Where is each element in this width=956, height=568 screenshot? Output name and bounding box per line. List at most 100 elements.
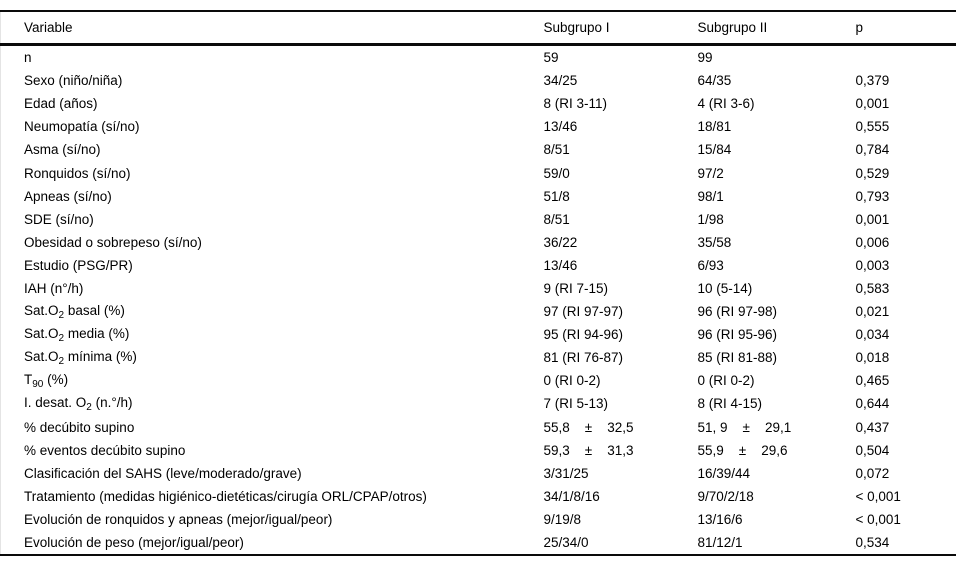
subscript: 90 (32, 378, 44, 390)
subscript: 2 (58, 309, 65, 321)
variable-cell: IAH (n°/h) (24, 280, 84, 296)
p-cell: 0,504 (855, 442, 890, 458)
table-body: n 59 99 Sexo (niño/niña) 34/25 64/35 0,379 Edad… (1, 45, 956, 556)
p-cell: 0,018 (855, 350, 890, 366)
table-row: Apneas (sí/no) 51/8 98/1 0,793 (1, 185, 956, 208)
subgrupo-i-cell: 13/46 (543, 257, 578, 273)
p-cell (833, 45, 956, 70)
subgrupo-i-cell: 3/31/25 (543, 465, 589, 481)
subgrupo-i-cell: 36/22 (543, 234, 578, 250)
subgrupo-ii-cell: 81/12/1 (697, 535, 743, 551)
subgrupo-i-cell: 55,8 ± 32,5 (543, 419, 634, 435)
table-row: IAH (n°/h) 9 (RI 7-15) 10 (5-14) 0,583 (1, 277, 956, 300)
p-cell: 0,001 (855, 211, 890, 227)
variable-cell: Apneas (sí/no) (24, 188, 112, 204)
column-header-p: p (832, 11, 956, 46)
p-cell: 0,001 (855, 96, 890, 112)
subscript: 2 (58, 332, 65, 344)
table-row: Edad (años) 8 (RI 3-11) 4 (RI 3-6) 0,001 (1, 92, 956, 115)
p-cell: 0,465 (855, 373, 890, 389)
p-cell: 0,583 (855, 280, 890, 296)
table-row: SDE (sí/no) 8/51 1/98 0,001 (1, 208, 956, 231)
variable-cell: n (24, 50, 32, 66)
p-cell: 0,021 (855, 304, 890, 320)
table-row: Ronquidos (sí/no) 59/0 97/2 0,529 (1, 161, 956, 184)
subgrupo-i-cell: 7 (RI 5-13) (543, 396, 609, 412)
p-cell: < 0,001 (855, 511, 901, 527)
table-row: Tratamiento (medidas higiénico-dietética… (1, 485, 956, 508)
p-cell: 0,072 (855, 465, 890, 481)
subgrupo-i-cell: 59,3 ± 31,3 (543, 442, 634, 458)
table-row: Evolución de peso (mejor/igual/peor) 25/3… (1, 531, 956, 555)
p-cell: 0,784 (855, 142, 890, 158)
table-row: n 59 99 (1, 45, 956, 70)
subgrupo-ii-cell: 35/58 (697, 234, 732, 250)
subgrupo-ii-cell: 98/1 (697, 188, 724, 204)
subscript: 2 (86, 401, 92, 413)
subgrupo-ii-cell: 55,9 ± 29,6 (697, 442, 788, 458)
subgrupo-i-cell: 9 (RI 7-15) (543, 280, 609, 296)
subgrupo-ii-cell: 1/98 (697, 211, 724, 227)
variable-cell: Tratamiento (medidas higiénico-dietética… (24, 488, 427, 504)
table-row: Sexo (niño/niña) 34/25 64/35 0,379 (1, 69, 956, 92)
table-row: Sat.O2 basal (%) 97 (RI 97-97) 96 (RI 97-9… (1, 300, 956, 323)
variable-cell: Sat.O2 basal (%) (24, 302, 125, 321)
variable-cell: Sexo (niño/niña) (24, 73, 123, 89)
subgrupo-ii-cell: 8 (RI 4-15) (697, 396, 763, 412)
table-row: Sat.O2 media (%) 95 (RI 94-96) 96 (RI 95-9… (1, 323, 956, 346)
p-cell: 0,006 (855, 234, 890, 250)
p-cell: 0,793 (855, 188, 890, 204)
variable-cell: Sat.O2 mínima (%) (24, 348, 137, 367)
subgrupo-i-cell: 0 (RI 0-2) (543, 373, 601, 389)
subgrupo-i-cell: 97 (RI 97-97) (543, 304, 624, 320)
variable-cell: Obesidad o sobrepeso (sí/no) (24, 234, 202, 250)
subgrupo-i-cell: 81 (RI 76-87) (543, 350, 624, 366)
subgrupo-i-cell: 34/1/8/16 (543, 488, 600, 504)
p-cell: 0,437 (855, 419, 890, 435)
subgrupo-ii-cell: 18/81 (697, 119, 732, 135)
variable-cell: Evolución de peso (mejor/igual/peor) (24, 535, 244, 551)
table-row: % eventos decúbito supino 59,3 ± 31,3 55,9… (1, 439, 956, 462)
subgrupo-ii-cell: 96 (RI 95-96) (697, 327, 778, 343)
table-row: Clasificación del SAHS (leve/moderado/gr… (1, 462, 956, 485)
subgrupo-ii-cell: 10 (5-14) (697, 280, 753, 296)
variable-cell: Edad (años) (24, 96, 98, 112)
subgrupo-i-cell: 13/46 (543, 119, 578, 135)
p-cell: 0,379 (855, 73, 890, 89)
variable-cell: % decúbito supino (24, 419, 135, 435)
table-row: Evolución de ronquidos y apneas (mejor/i… (1, 508, 956, 531)
column-header-variable: Variable (0, 11, 521, 46)
table-row: I. desat. O2 (n.°/h) 7 (RI 5-13) 8 (RI 4-1… (1, 392, 956, 415)
variable-cell: Sat.O2 media (%) (24, 325, 130, 344)
column-header-subgrupo-i: Subgrupo I (520, 11, 675, 46)
table-row: T90 (%) 0 (RI 0-2) 0 (RI 0-2) 0,465 (1, 369, 956, 392)
subgrupo-i-cell: 34/25 (543, 73, 578, 89)
subgrupo-ii-cell: 97/2 (697, 165, 724, 181)
p-cell: 0,534 (855, 535, 890, 551)
variable-cell: % eventos decúbito supino (24, 442, 186, 458)
table-row: Neumopatía (sí/no) 13/46 18/81 0,555 (1, 115, 956, 138)
subgrupo-ii-cell: 96 (RI 97-98) (697, 304, 778, 320)
table-header: Variable Subgrupo I Subgrupo II p (0, 11, 956, 46)
table-row: Estudio (PSG/PR) 13/46 6/93 0,003 (1, 254, 956, 277)
variable-cell: Neumopatía (sí/no) (24, 119, 140, 135)
subgrupo-i-cell: 51/8 (543, 188, 570, 204)
table-row: % decúbito supino 55,8 ± 32,5 51, 9 ± 29,1… (1, 416, 956, 439)
subgrupo-ii-cell: 9/70/2/18 (697, 488, 754, 504)
subgrupo-i-cell: 59/0 (543, 165, 570, 181)
subgrupo-ii-cell: 6/93 (697, 257, 724, 273)
subgrupo-i-cell: 59 (543, 50, 559, 66)
variable-cell: Asma (sí/no) (24, 142, 101, 158)
p-cell: 0,003 (855, 257, 890, 273)
variable-cell: SDE (sí/no) (24, 211, 94, 227)
header-row: Variable Subgrupo I Subgrupo II p (0, 11, 956, 46)
variable-cell: Ronquidos (sí/no) (24, 165, 131, 181)
results-table: Variable Subgrupo I Subgrupo II p n 59 99 S… (0, 10, 956, 557)
variable-cell: T90 (%) (24, 371, 69, 390)
subgrupo-i-cell: 25/34/0 (543, 535, 589, 551)
subgrupo-ii-cell: 15/84 (697, 142, 732, 158)
table-row: Asma (sí/no) 8/51 15/84 0,784 (1, 138, 956, 161)
subgrupo-i-cell: 8/51 (543, 142, 570, 158)
subgrupo-i-cell: 8/51 (543, 211, 570, 227)
